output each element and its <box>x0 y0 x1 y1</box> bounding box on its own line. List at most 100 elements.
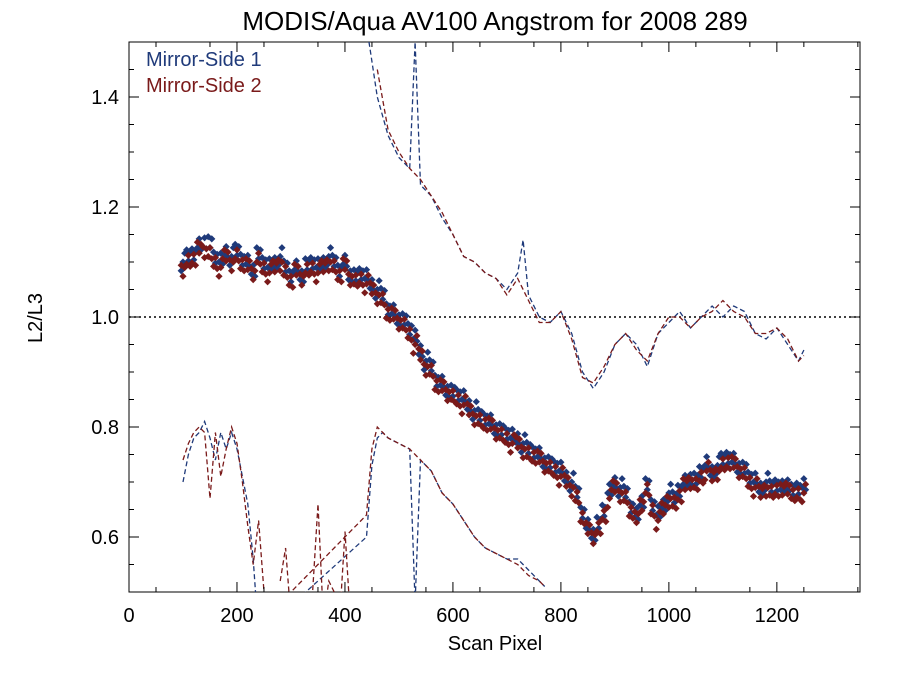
data-point-ms1 <box>632 504 641 512</box>
data-point-ms2 <box>555 481 563 489</box>
data-point-ms2 <box>449 387 457 395</box>
data-point-ms1 <box>328 251 336 259</box>
data-point-ms2 <box>283 273 291 281</box>
data-point-ms1 <box>674 481 682 489</box>
data-point-ms1 <box>560 477 569 485</box>
data-point-ms2 <box>506 448 515 456</box>
data-point-ms2 <box>328 266 336 274</box>
data-point-ms2 <box>224 248 232 256</box>
data-point-ms2 <box>694 486 702 494</box>
data-point-ms2 <box>235 257 243 265</box>
data-point-ms2 <box>391 306 399 314</box>
data-point-ms2 <box>474 420 482 428</box>
data-point-ms2 <box>425 370 434 378</box>
data-point-ms2 <box>299 272 308 280</box>
data-point-ms2 <box>287 272 295 280</box>
data-point-ms1 <box>476 416 484 424</box>
data-point-ms2 <box>407 336 416 344</box>
data-point-ms2 <box>483 426 491 434</box>
data-point-ms2 <box>681 486 689 494</box>
data-point-ms2 <box>427 361 435 369</box>
data-point-ms1 <box>703 453 711 461</box>
data-point-ms1 <box>298 267 306 275</box>
data-point-ms2 <box>476 411 484 419</box>
data-point-ms1 <box>469 415 477 423</box>
data-point-ms2 <box>492 435 500 443</box>
data-point-ms1 <box>474 405 482 413</box>
data-point-ms1 <box>269 262 277 270</box>
data-point-ms1 <box>794 490 803 498</box>
data-point-ms1 <box>244 251 252 259</box>
data-point-ms2 <box>600 507 608 515</box>
data-point-ms2 <box>553 474 561 482</box>
data-point-ms1 <box>285 267 293 275</box>
data-point-ms1 <box>256 246 264 254</box>
data-point-ms2 <box>569 483 578 492</box>
data-point-ms1 <box>463 405 471 413</box>
data-point-ms1 <box>710 474 718 482</box>
data-point-ms1 <box>523 438 531 446</box>
data-point-ms1 <box>452 386 461 394</box>
legend-ms2: Mirror-Side 2 <box>146 75 262 97</box>
data-point-ms1 <box>609 482 617 490</box>
data-point-ms2 <box>348 272 356 280</box>
data-point-ms2 <box>215 272 223 280</box>
data-point-ms1 <box>424 348 432 356</box>
data-point-ms1 <box>413 337 421 345</box>
data-point-ms2 <box>767 482 776 490</box>
data-point-ms1 <box>497 431 506 439</box>
data-point-ms2 <box>346 281 354 289</box>
data-point-ms1 <box>433 382 441 390</box>
data-point-ms1 <box>326 244 335 252</box>
data-point-ms2 <box>478 422 486 430</box>
data-point-ms2 <box>422 371 430 379</box>
data-point-ms2 <box>303 260 311 268</box>
data-point-ms1 <box>649 507 657 515</box>
data-point-ms1 <box>697 474 705 482</box>
data-point-ms2 <box>712 465 720 473</box>
data-point-ms2 <box>343 257 351 265</box>
data-point-ms1 <box>800 475 808 483</box>
data-point-ms2 <box>730 464 738 472</box>
data-point-ms2 <box>461 392 470 400</box>
data-point-ms1 <box>508 425 516 433</box>
data-point-ms2 <box>364 271 372 279</box>
data-point-ms2 <box>683 477 691 485</box>
data-point-ms2 <box>685 474 693 482</box>
data-point-ms1 <box>442 391 450 399</box>
marker-layer <box>177 233 810 548</box>
data-point-ms2 <box>760 481 768 489</box>
envelope-layer <box>182 42 805 592</box>
envelope-line-ms1-lower <box>182 419 546 592</box>
data-point-ms2 <box>708 477 716 485</box>
data-point-ms2 <box>784 490 792 498</box>
data-point-ms1 <box>272 265 281 273</box>
data-point-ms2 <box>411 340 419 349</box>
data-point-ms1 <box>251 272 259 280</box>
data-point-ms2 <box>226 256 234 264</box>
data-point-ms2 <box>753 475 761 483</box>
data-point-ms1 <box>317 262 326 270</box>
data-point-ms2 <box>209 262 218 270</box>
data-point-ms2 <box>578 509 587 517</box>
data-point-ms2 <box>389 315 398 323</box>
data-point-ms1 <box>733 468 741 476</box>
data-point-ms2 <box>573 488 581 496</box>
data-point-ms1 <box>440 383 448 391</box>
data-point-ms2 <box>647 510 655 518</box>
x-tick-label: 600 <box>436 605 469 627</box>
data-point-ms1 <box>364 277 372 285</box>
chart-title: MODIS/Aqua AV100 Angstrom for 2008 289 <box>242 6 747 36</box>
data-point-ms2 <box>778 491 786 499</box>
data-point-ms2 <box>796 496 804 504</box>
data-point-ms2 <box>566 481 574 489</box>
data-point-ms1 <box>292 257 300 265</box>
data-point-ms2 <box>260 259 268 267</box>
data-point-ms1 <box>548 455 556 463</box>
data-point-ms1 <box>748 470 756 478</box>
data-point-ms2 <box>413 332 421 340</box>
data-point-ms2 <box>274 256 282 264</box>
data-point-ms1 <box>265 255 273 263</box>
data-point-ms1 <box>731 460 740 468</box>
data-point-ms2 <box>782 479 790 487</box>
